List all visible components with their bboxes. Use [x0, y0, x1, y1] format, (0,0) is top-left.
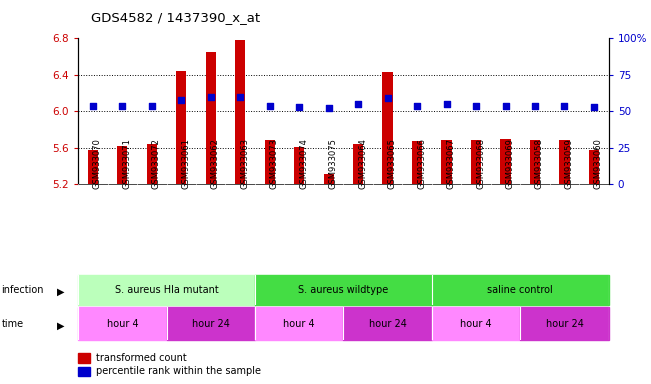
Point	[559, 103, 570, 109]
Bar	[530, 140, 540, 184]
Text: GSM933068: GSM933068	[476, 138, 485, 189]
Point	[353, 101, 363, 107]
Point	[441, 101, 452, 107]
Text: GSM933065: GSM933065	[387, 138, 396, 189]
Text: GSM933059: GSM933059	[564, 138, 574, 189]
Bar	[235, 40, 245, 184]
Text: GSM933069: GSM933069	[506, 138, 514, 189]
Point	[206, 94, 216, 100]
Text: ▶: ▶	[57, 320, 64, 331]
Text: hour 24: hour 24	[192, 318, 230, 329]
Bar	[117, 146, 128, 184]
Text: S. aureus wildtype: S. aureus wildtype	[298, 285, 389, 295]
Bar	[353, 144, 363, 184]
Point	[146, 103, 157, 109]
Text: hour 24: hour 24	[368, 318, 407, 329]
Point	[235, 94, 245, 100]
Bar	[206, 52, 216, 184]
Bar	[88, 150, 98, 184]
Text: ▶: ▶	[57, 287, 64, 297]
Text: GSM933074: GSM933074	[299, 138, 308, 189]
Bar	[412, 141, 422, 184]
Bar	[255, 275, 432, 305]
Point	[530, 103, 540, 109]
Bar	[78, 307, 167, 340]
Text: S. aureus Hla mutant: S. aureus Hla mutant	[115, 285, 219, 295]
Bar	[255, 307, 344, 340]
Text: GDS4582 / 1437390_x_at: GDS4582 / 1437390_x_at	[91, 12, 260, 25]
Bar	[264, 140, 275, 184]
Text: percentile rank within the sample: percentile rank within the sample	[96, 366, 261, 376]
Text: infection: infection	[1, 285, 44, 295]
Bar	[382, 72, 393, 184]
Bar	[324, 174, 334, 184]
Bar	[432, 275, 609, 305]
Point	[176, 97, 186, 103]
Point	[117, 103, 128, 109]
Bar	[432, 307, 520, 340]
Point	[589, 104, 599, 110]
Point	[264, 103, 275, 109]
Text: GSM933058: GSM933058	[535, 138, 544, 189]
Point	[471, 103, 481, 109]
Text: saline control: saline control	[488, 285, 553, 295]
Bar	[520, 307, 609, 340]
Point	[501, 103, 511, 109]
Bar	[501, 139, 510, 184]
Text: hour 4: hour 4	[460, 318, 492, 329]
Point	[412, 103, 422, 109]
Bar	[176, 71, 186, 184]
Bar	[167, 307, 255, 340]
Text: transformed count: transformed count	[96, 353, 187, 363]
Text: GSM933061: GSM933061	[181, 138, 190, 189]
Text: GSM933072: GSM933072	[152, 138, 161, 189]
Bar	[294, 147, 305, 184]
Point	[88, 103, 98, 109]
Text: GSM933063: GSM933063	[240, 138, 249, 189]
Bar	[589, 150, 599, 184]
Text: hour 24: hour 24	[546, 318, 583, 329]
Text: hour 4: hour 4	[283, 318, 315, 329]
Text: GSM933060: GSM933060	[594, 138, 603, 189]
Text: GSM933073: GSM933073	[270, 138, 279, 189]
Text: GSM933066: GSM933066	[417, 138, 426, 189]
Text: GSM933071: GSM933071	[122, 138, 132, 189]
Text: GSM933067: GSM933067	[447, 138, 456, 189]
Point	[324, 105, 334, 111]
Text: GSM933070: GSM933070	[93, 138, 102, 189]
Text: GSM933062: GSM933062	[211, 138, 220, 189]
Bar	[559, 140, 570, 184]
Bar	[78, 275, 255, 305]
Text: time: time	[1, 318, 23, 329]
Text: GSM933064: GSM933064	[358, 138, 367, 189]
Text: GSM933075: GSM933075	[329, 138, 338, 189]
Bar	[471, 140, 481, 184]
Bar	[441, 140, 452, 184]
Bar	[146, 144, 157, 184]
Point	[294, 104, 305, 110]
Text: hour 4: hour 4	[107, 318, 138, 329]
Bar	[344, 307, 432, 340]
Point	[382, 95, 393, 101]
